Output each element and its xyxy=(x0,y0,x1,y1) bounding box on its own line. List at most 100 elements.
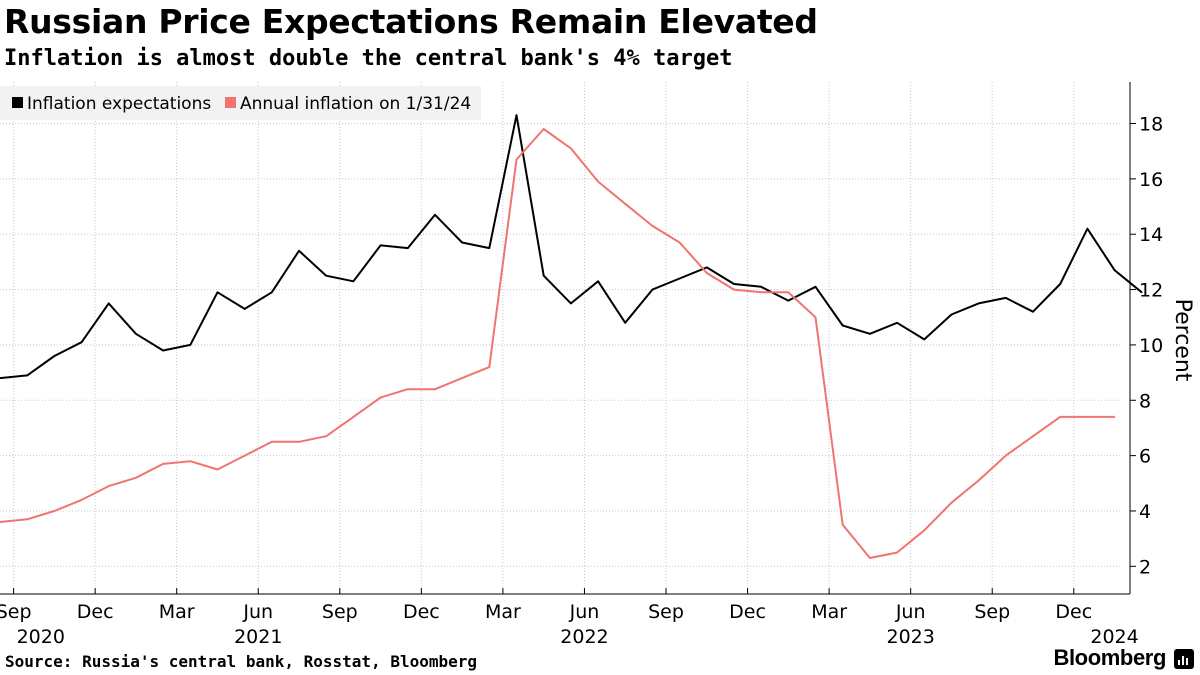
y-axis-title: Percent xyxy=(1170,299,1195,382)
data-point xyxy=(271,441,273,443)
data-point xyxy=(515,158,518,161)
data-point xyxy=(624,203,626,205)
x-tick-label: Dec xyxy=(729,601,766,623)
data-point xyxy=(977,302,980,305)
x-year-label: 2023 xyxy=(886,626,934,648)
data-point xyxy=(434,388,436,391)
data-point xyxy=(1059,283,1061,285)
data-point xyxy=(216,291,219,294)
data-point xyxy=(0,521,1,523)
data-point xyxy=(352,416,355,418)
data-point xyxy=(706,272,708,274)
series-lines xyxy=(0,114,1143,559)
legend-label: Inflation expectations xyxy=(27,94,211,114)
data-point xyxy=(379,396,382,399)
x-tick-label: Mar xyxy=(485,601,521,623)
x-tick-label: Dec xyxy=(1055,601,1092,623)
data-point xyxy=(651,225,654,227)
data-point xyxy=(841,324,844,327)
data-point xyxy=(841,524,844,526)
data-point xyxy=(0,377,1,379)
data-point xyxy=(1005,297,1007,299)
data-point xyxy=(162,349,164,352)
bloomberg-badge-icon xyxy=(1174,649,1194,669)
data-point xyxy=(1086,227,1089,230)
data-point xyxy=(189,460,192,463)
data-point xyxy=(407,388,409,391)
data-point xyxy=(325,274,328,277)
legend-swatch-expectations xyxy=(12,97,23,108)
data-point xyxy=(352,280,355,283)
data-point xyxy=(189,344,192,346)
legend-swatch-annual-inflation xyxy=(225,97,236,108)
data-point xyxy=(26,374,29,377)
data-point xyxy=(53,355,56,357)
data-point xyxy=(1140,291,1143,294)
x-tick-label: Dec xyxy=(403,601,440,623)
x-tick-label: Mar xyxy=(811,601,847,623)
data-point xyxy=(950,313,953,316)
data-point xyxy=(706,266,708,269)
data-point xyxy=(216,468,219,471)
data-point xyxy=(896,322,898,324)
data-point xyxy=(298,250,300,252)
data-point xyxy=(651,288,654,291)
data-point xyxy=(678,277,681,280)
data-point xyxy=(1005,454,1007,457)
y-tick-label: 14 xyxy=(1139,224,1163,246)
annual-inflation-line xyxy=(0,128,1115,559)
axes: Sep Dec Mar Jun Sep Dec Mar Jun Sep Dec Mar Jun Sep D… xyxy=(0,82,1195,648)
data-point xyxy=(107,485,110,487)
data-point xyxy=(107,302,110,305)
data-point xyxy=(461,377,463,379)
x-tick-label: Jun xyxy=(569,601,600,623)
data-point xyxy=(135,333,137,335)
bloomberg-logo: Bloomberg xyxy=(1053,645,1166,670)
grid xyxy=(0,82,1120,594)
data-point xyxy=(80,499,83,501)
x-tick-label: Mar xyxy=(159,601,195,623)
data-point xyxy=(570,147,572,150)
data-point xyxy=(515,114,518,116)
data-point xyxy=(298,441,300,443)
data-point xyxy=(80,341,83,344)
x-year-label: 2020 xyxy=(17,626,65,648)
data-point xyxy=(787,291,790,294)
data-point xyxy=(1113,269,1116,272)
x-tick-label: Dec xyxy=(77,601,114,623)
data-point xyxy=(434,214,436,216)
data-point xyxy=(461,241,463,244)
y-tick-label: 18 xyxy=(1139,114,1163,136)
y-tick-label: 4 xyxy=(1139,501,1151,523)
data-point xyxy=(243,308,246,310)
data-point xyxy=(814,316,817,319)
data-point xyxy=(923,529,926,532)
x-tick-label: Jun xyxy=(895,601,926,623)
y-tick-label: 8 xyxy=(1139,390,1151,412)
data-point xyxy=(1032,310,1034,313)
legend-background xyxy=(0,86,481,120)
data-point xyxy=(271,291,273,294)
data-point xyxy=(869,333,871,335)
data-point xyxy=(1059,416,1061,418)
data-point xyxy=(488,366,491,368)
source-note: Source: Russia's central bank, Rosstat, … xyxy=(5,652,478,671)
y-tick-label: 12 xyxy=(1139,280,1163,302)
data-point xyxy=(869,557,871,559)
data-point xyxy=(542,128,545,130)
chart-title: Russian Price Expectations Remain Elevat… xyxy=(4,2,818,41)
data-point xyxy=(26,518,29,521)
y-tick-label: 16 xyxy=(1139,169,1163,191)
x-tick-label: Sep xyxy=(648,601,684,623)
data-point xyxy=(814,286,817,288)
data-point xyxy=(896,551,898,554)
data-point xyxy=(733,283,735,285)
data-point xyxy=(678,241,681,244)
x-tick-label: Jun xyxy=(242,601,273,623)
data-point xyxy=(597,180,599,183)
x-tick-label: Sep xyxy=(974,601,1010,623)
data-point xyxy=(1113,416,1116,418)
data-point xyxy=(624,322,626,324)
data-point xyxy=(1086,416,1089,418)
